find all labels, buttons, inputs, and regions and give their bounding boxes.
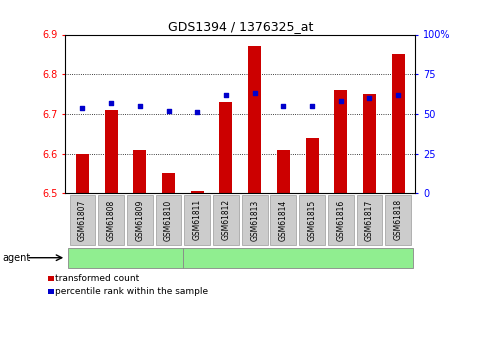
Point	[107, 100, 115, 106]
Title: GDS1394 / 1376325_at: GDS1394 / 1376325_at	[168, 20, 313, 33]
Text: GSM61810: GSM61810	[164, 199, 173, 240]
Bar	[133, 150, 146, 193]
Text: GSM61813: GSM61813	[250, 199, 259, 240]
Point	[222, 92, 230, 98]
Text: GSM61812: GSM61812	[221, 199, 230, 240]
FancyBboxPatch shape	[242, 195, 268, 245]
Bar	[48, 289, 55, 294]
Point	[136, 103, 144, 109]
FancyBboxPatch shape	[356, 195, 383, 245]
FancyBboxPatch shape	[213, 195, 239, 245]
Bar	[334, 90, 347, 193]
Bar	[191, 191, 204, 193]
Bar	[363, 94, 376, 193]
Point	[308, 103, 316, 109]
FancyBboxPatch shape	[328, 195, 354, 245]
Text: GSM61817: GSM61817	[365, 199, 374, 240]
Bar	[105, 110, 117, 193]
Point	[165, 108, 172, 114]
Text: percentile rank within the sample: percentile rank within the sample	[55, 287, 208, 296]
FancyBboxPatch shape	[70, 195, 95, 245]
Bar	[248, 47, 261, 193]
Text: control: control	[107, 253, 143, 263]
Text: transformed count: transformed count	[55, 274, 140, 283]
Text: GSM61816: GSM61816	[336, 199, 345, 240]
Point	[79, 105, 86, 110]
Text: GSM61815: GSM61815	[308, 199, 316, 240]
Point	[280, 103, 287, 109]
Text: agent: agent	[2, 253, 30, 263]
Point	[193, 109, 201, 115]
Point	[366, 95, 373, 101]
FancyBboxPatch shape	[68, 248, 183, 268]
Bar	[392, 55, 405, 193]
Point	[337, 98, 344, 104]
FancyBboxPatch shape	[183, 248, 412, 268]
Text: GSM61814: GSM61814	[279, 199, 288, 240]
Bar	[48, 276, 55, 280]
FancyBboxPatch shape	[185, 195, 210, 245]
Point	[394, 92, 402, 98]
Bar	[277, 150, 290, 193]
FancyBboxPatch shape	[299, 195, 325, 245]
Text: GSM61818: GSM61818	[394, 199, 403, 240]
FancyBboxPatch shape	[127, 195, 153, 245]
Text: GSM61808: GSM61808	[107, 199, 115, 240]
Text: GSM61809: GSM61809	[135, 199, 144, 240]
FancyBboxPatch shape	[156, 195, 182, 245]
FancyBboxPatch shape	[98, 195, 124, 245]
Point	[251, 90, 258, 96]
Bar	[219, 102, 232, 193]
Text: D-penicillamine: D-penicillamine	[257, 253, 339, 263]
Bar	[306, 138, 318, 193]
Bar	[76, 154, 89, 193]
FancyBboxPatch shape	[270, 195, 296, 245]
FancyBboxPatch shape	[385, 195, 411, 245]
Bar	[162, 174, 175, 193]
Text: GSM61807: GSM61807	[78, 199, 87, 240]
Text: GSM61811: GSM61811	[193, 199, 202, 240]
